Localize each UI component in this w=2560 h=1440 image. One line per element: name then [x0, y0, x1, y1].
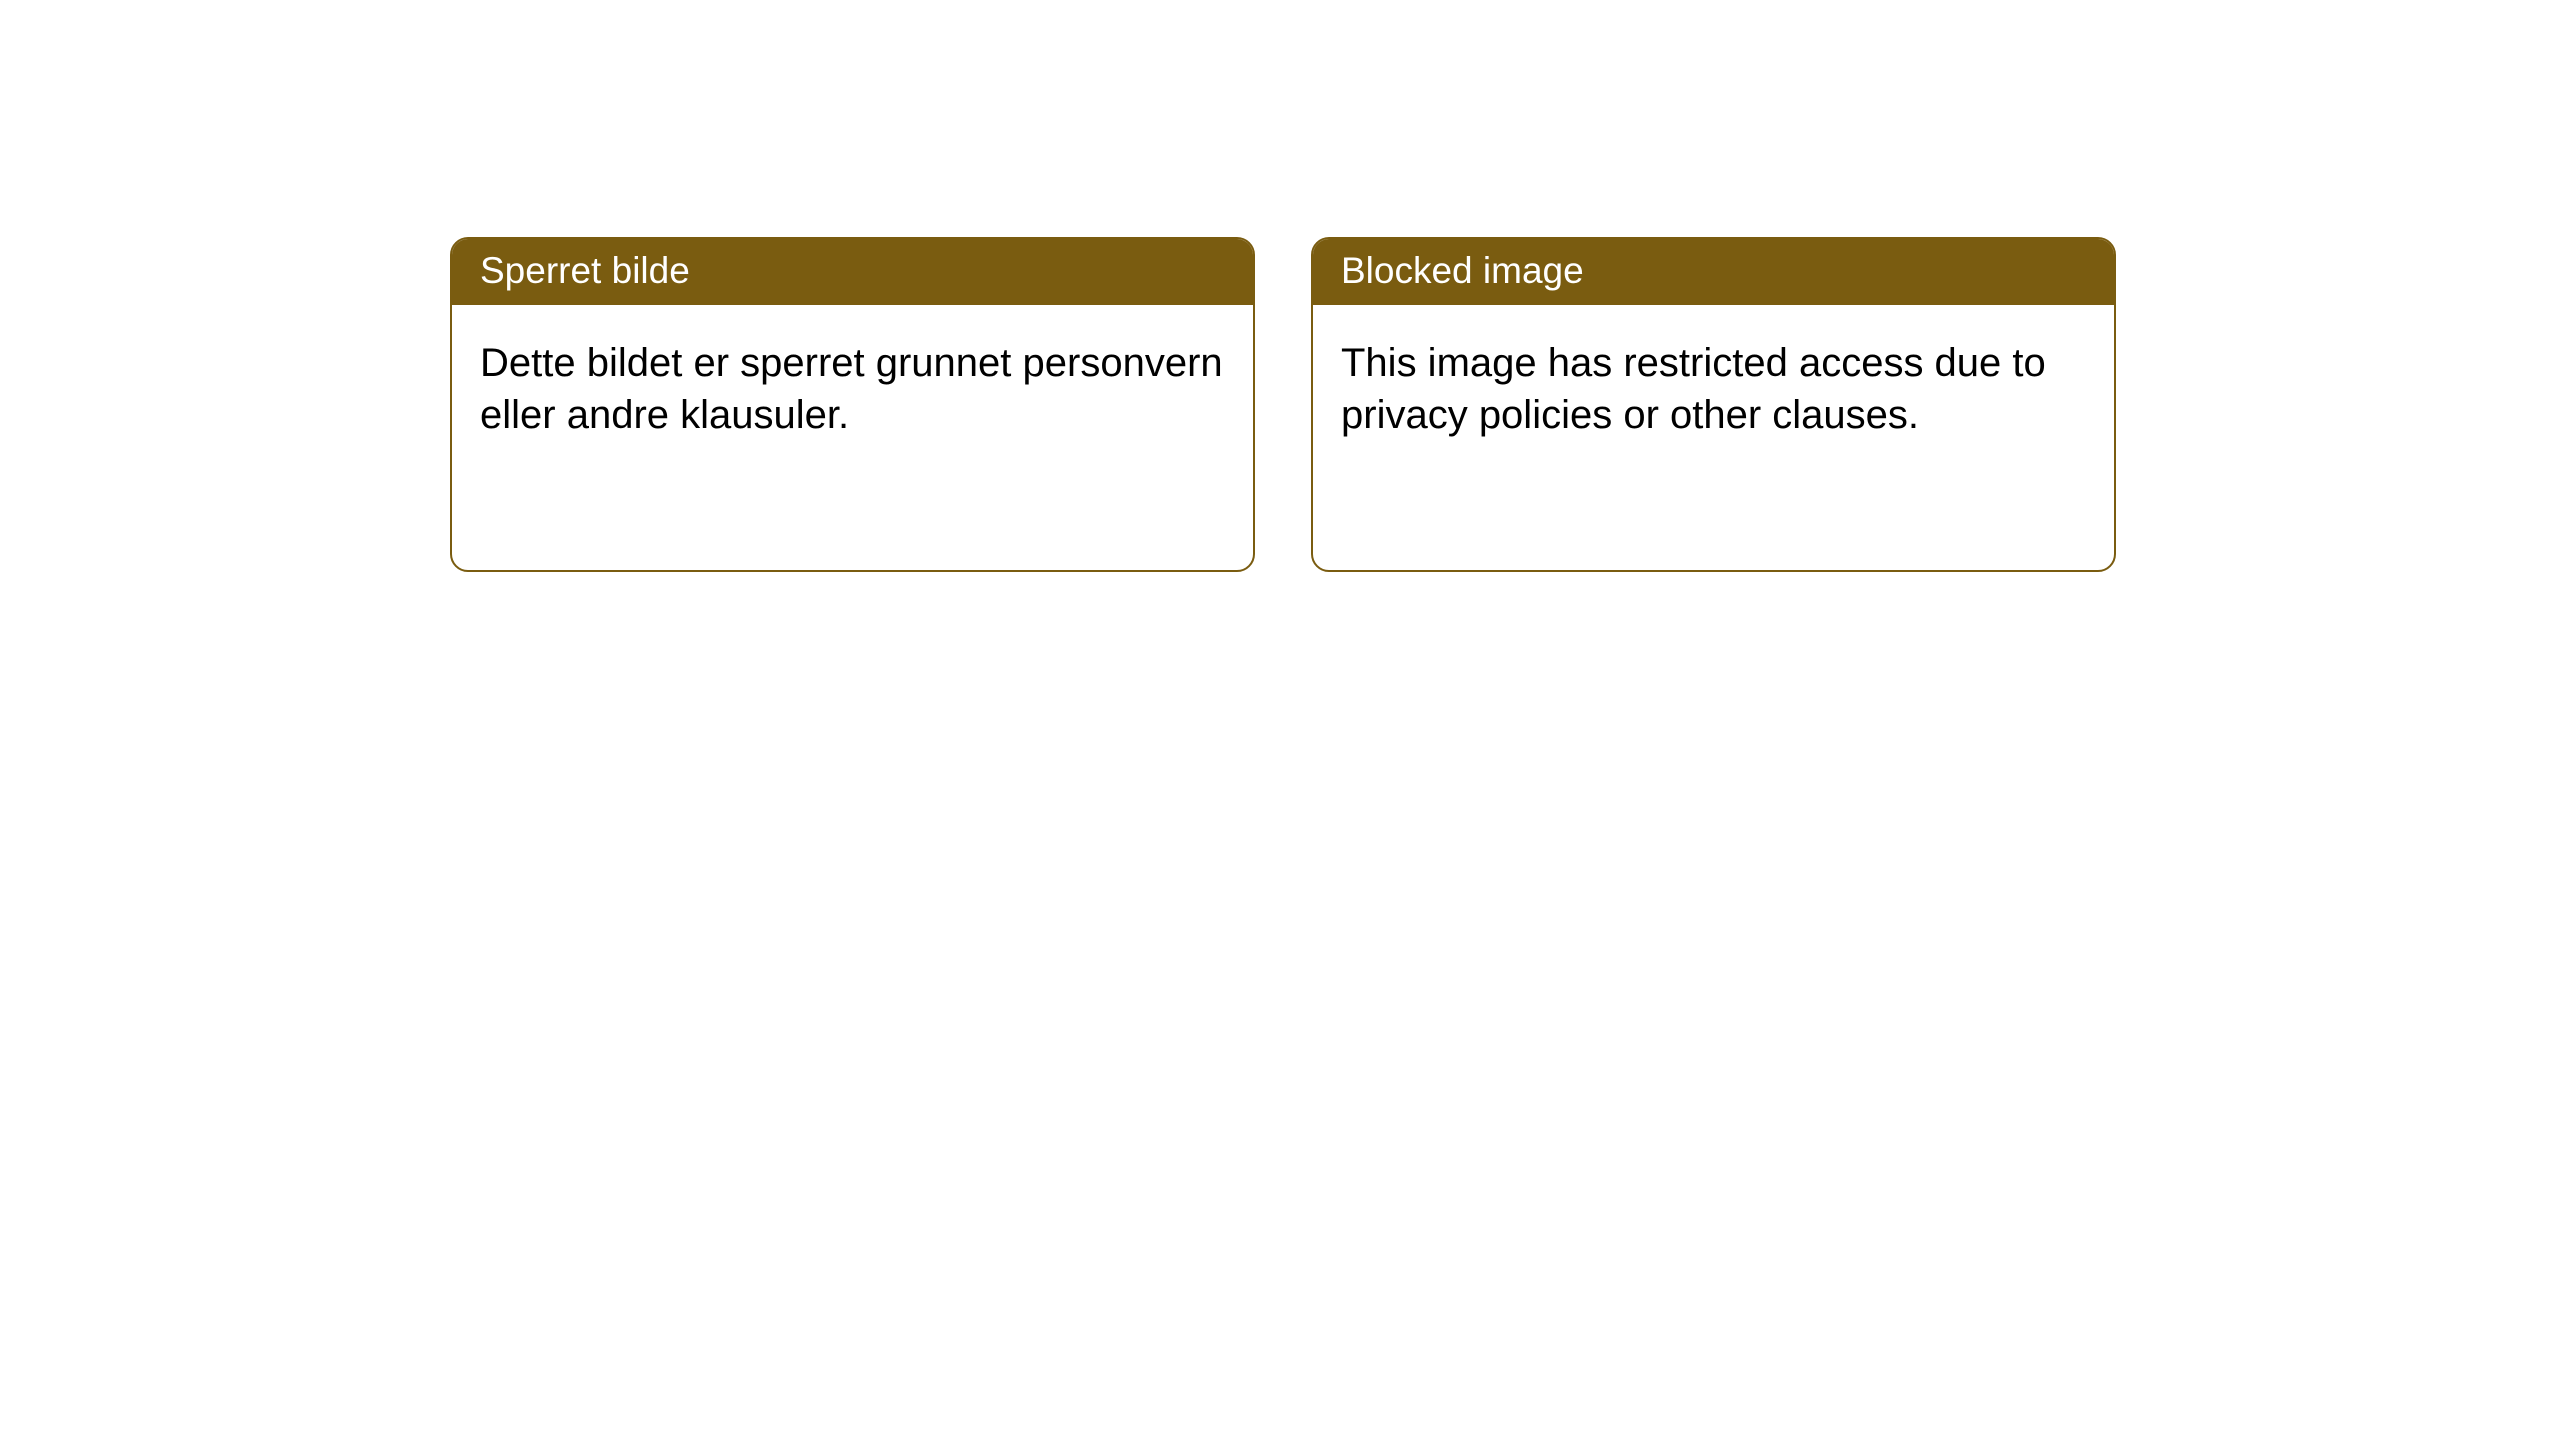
card-body-english: This image has restricted access due to …	[1313, 305, 2114, 473]
blocked-image-card-norwegian: Sperret bilde Dette bildet er sperret gr…	[450, 237, 1255, 572]
card-body-norwegian: Dette bildet er sperret grunnet personve…	[452, 305, 1253, 473]
card-title-english: Blocked image	[1341, 250, 1584, 291]
card-header-norwegian: Sperret bilde	[452, 239, 1253, 305]
card-text-english: This image has restricted access due to …	[1341, 341, 2046, 437]
card-text-norwegian: Dette bildet er sperret grunnet personve…	[480, 341, 1223, 437]
blocked-image-card-english: Blocked image This image has restricted …	[1311, 237, 2116, 572]
card-header-english: Blocked image	[1313, 239, 2114, 305]
notice-cards-container: Sperret bilde Dette bildet er sperret gr…	[0, 0, 2560, 572]
card-title-norwegian: Sperret bilde	[480, 250, 690, 291]
